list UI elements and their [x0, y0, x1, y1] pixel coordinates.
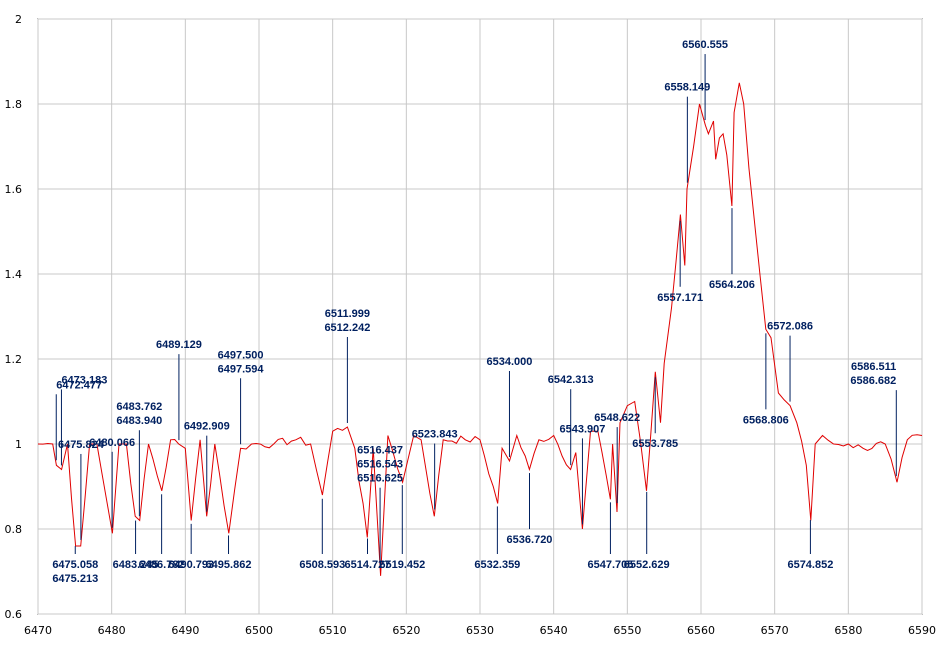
annotation-label: 6574.852 [787, 559, 833, 571]
annotation-label: 6483.762 [116, 401, 162, 413]
annotation-label: 6564.206 [709, 279, 755, 291]
annotation-label: 6473.183 [61, 374, 107, 386]
annotation-label: 6586.682 [850, 375, 896, 387]
x-tick-label: 6490 [171, 624, 199, 637]
annotation-label: 6475.824 [58, 439, 105, 451]
annotation-label: 6495.862 [206, 559, 252, 571]
x-tick-label: 6510 [319, 624, 347, 637]
annotation-label: 6512.242 [324, 322, 370, 334]
y-tick-label: 1.8 [5, 98, 23, 111]
annotation-label: 6523.843 [412, 429, 458, 441]
x-tick-label: 6500 [245, 624, 273, 637]
x-tick-label: 6540 [540, 624, 568, 637]
annotation-label: 6508.593 [299, 559, 345, 571]
annotation-label: 6553.785 [632, 438, 678, 450]
x-tick-label: 6580 [834, 624, 862, 637]
annotation-label: 6572.086 [767, 321, 813, 333]
y-tick-label: 1.6 [5, 183, 23, 196]
y-tick-label: 1.4 [5, 268, 23, 281]
annotation-label: 6516.437 [357, 445, 403, 457]
annotation-label: 6552.629 [624, 559, 670, 571]
x-tick-label: 6590 [908, 624, 936, 637]
annotation-label: 6483.940 [116, 415, 162, 427]
annotation-label: 6511.999 [325, 308, 370, 320]
x-tick-label: 6520 [392, 624, 420, 637]
x-tick-label: 6550 [613, 624, 641, 637]
annotation-label: 6492.909 [184, 421, 230, 433]
y-tick-label: 2 [15, 13, 22, 26]
annotation-label: 6475.058 [52, 559, 98, 571]
annotation-label: 6534.000 [487, 356, 533, 368]
x-tick-label: 6470 [24, 624, 52, 637]
x-tick-label: 6530 [466, 624, 494, 637]
annotation-label: 6486.782 [139, 559, 185, 571]
x-axis-ticks: 6470 6480 6490 6500 6510 6520 6530 6540 6550 6560… [24, 624, 936, 637]
annotation-label: 6480.066 [89, 437, 135, 449]
annotation-label: 6516.625 [357, 473, 403, 485]
y-tick-label: 0.8 [5, 523, 23, 536]
annotation-label: 6558.149 [664, 82, 710, 94]
annotation-label: 6497.594 [218, 363, 265, 375]
series-line [37, 82, 923, 576]
annotation-label: 6557.171 [657, 292, 703, 304]
annotation-label: 6516.543 [357, 459, 403, 471]
annotation-label: 6475.213 [52, 573, 98, 585]
annotation-label: 6532.359 [474, 559, 520, 571]
annotation-label: 6542.313 [548, 374, 594, 386]
annotation-label: 6490.793 [168, 559, 214, 571]
annotation-label: 6483.245 [113, 559, 159, 571]
y-axis-ticks: 0.6 0.8 1 1.2 1.4 1.6 1.8 2 [5, 13, 23, 621]
annotation-label: 6543.907 [560, 423, 606, 435]
annotation-label: 6586.511 [851, 361, 896, 373]
annotation-label: 6514.727 [345, 559, 391, 571]
x-tick-label: 6570 [761, 624, 789, 637]
annotation-label: 6497.500 [218, 349, 264, 361]
y-tick-label: 0.6 [5, 608, 23, 621]
annotation-label: 6519.452 [379, 559, 425, 571]
annotation-label: 6489.129 [156, 339, 202, 351]
annotation-label: 6560.555 [682, 39, 728, 51]
annotation-label: 6472.477 [56, 379, 102, 391]
x-tick-label: 6480 [98, 624, 126, 637]
x-tick-label: 6560 [687, 624, 715, 637]
annotation-label: 6548.622 [594, 412, 640, 424]
y-tick-label: 1 [15, 438, 22, 451]
annotation-label: 6547.705 [587, 559, 633, 571]
annotation-label: 6536.720 [507, 534, 553, 546]
grid [37, 18, 923, 615]
y-tick-label: 1.2 [5, 353, 23, 366]
annotation-label: 6568.806 [743, 414, 789, 426]
